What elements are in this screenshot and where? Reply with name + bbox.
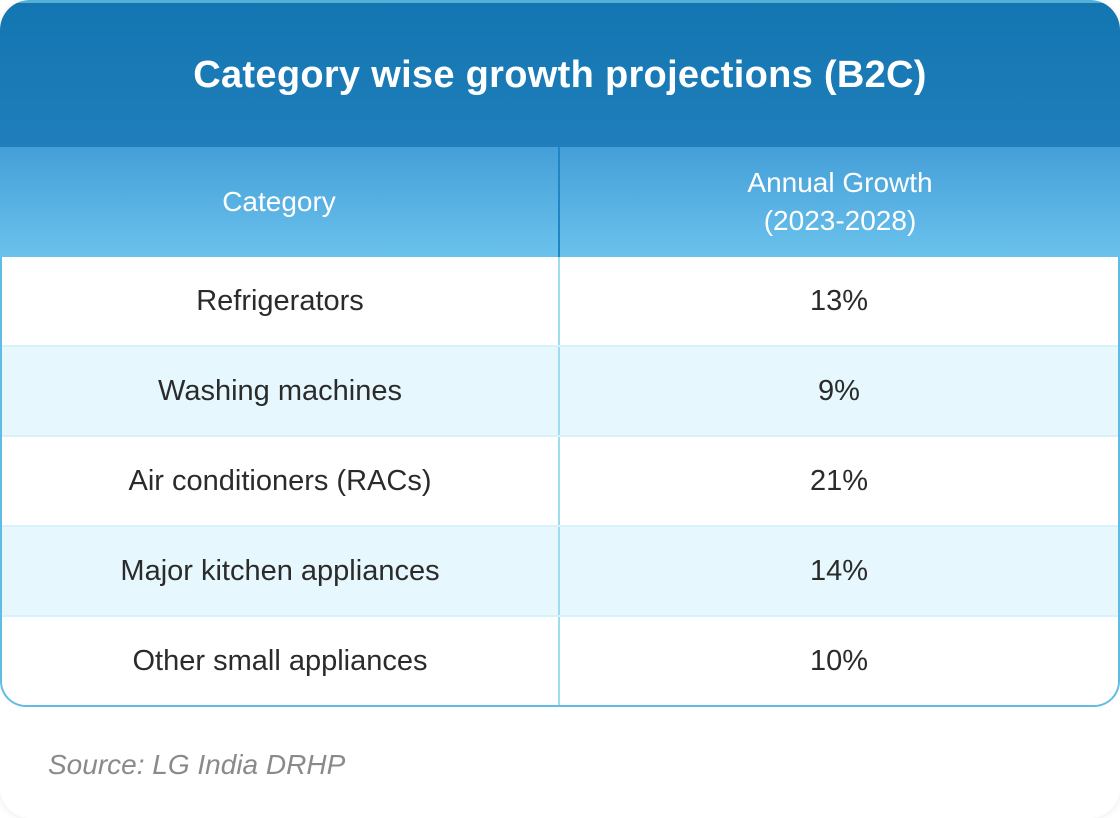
category-cell: Other small appliances bbox=[132, 644, 428, 677]
card-title-bar: Category wise growth projections (B2C) bbox=[0, 0, 1120, 147]
column-header-annual-growth: Annual Growth (2023-2028) bbox=[558, 147, 1120, 257]
source-note: Source: LG India DRHP bbox=[48, 749, 346, 780]
table-body: Refrigerators 13% Washing machines 9% Air co… bbox=[0, 257, 1120, 707]
growth-value-cell: 10% bbox=[558, 617, 1118, 705]
growth-value-cell: 21% bbox=[558, 437, 1118, 525]
column-header-annual-growth-line1: Annual Growth bbox=[747, 167, 933, 199]
table-row: Refrigerators 13% bbox=[2, 257, 1118, 345]
table-row: Washing machines 9% bbox=[2, 345, 1118, 435]
growth-value-cell: 13% bbox=[558, 257, 1118, 345]
category-cell: Washing machines bbox=[158, 374, 402, 407]
column-header-category: Category bbox=[222, 186, 336, 218]
table-row: Major kitchen appliances 14% bbox=[2, 525, 1118, 615]
column-header-annual-growth-line2: (2023-2028) bbox=[763, 205, 917, 236]
table-row: Other small appliances 10% bbox=[2, 615, 1118, 705]
category-cell: Refrigerators bbox=[196, 284, 364, 317]
growth-value-cell: 14% bbox=[558, 527, 1118, 615]
category-cell: Air conditioners (RACs) bbox=[128, 464, 432, 497]
card-title: Category wise growth projections (B2C) bbox=[193, 53, 927, 96]
table-header-row: Category Annual Growth (2023-2028) bbox=[0, 147, 1120, 257]
growth-value-cell: 9% bbox=[558, 347, 1118, 435]
table-row: Air conditioners (RACs) 21% bbox=[2, 435, 1118, 525]
category-cell: Major kitchen appliances bbox=[120, 554, 440, 587]
